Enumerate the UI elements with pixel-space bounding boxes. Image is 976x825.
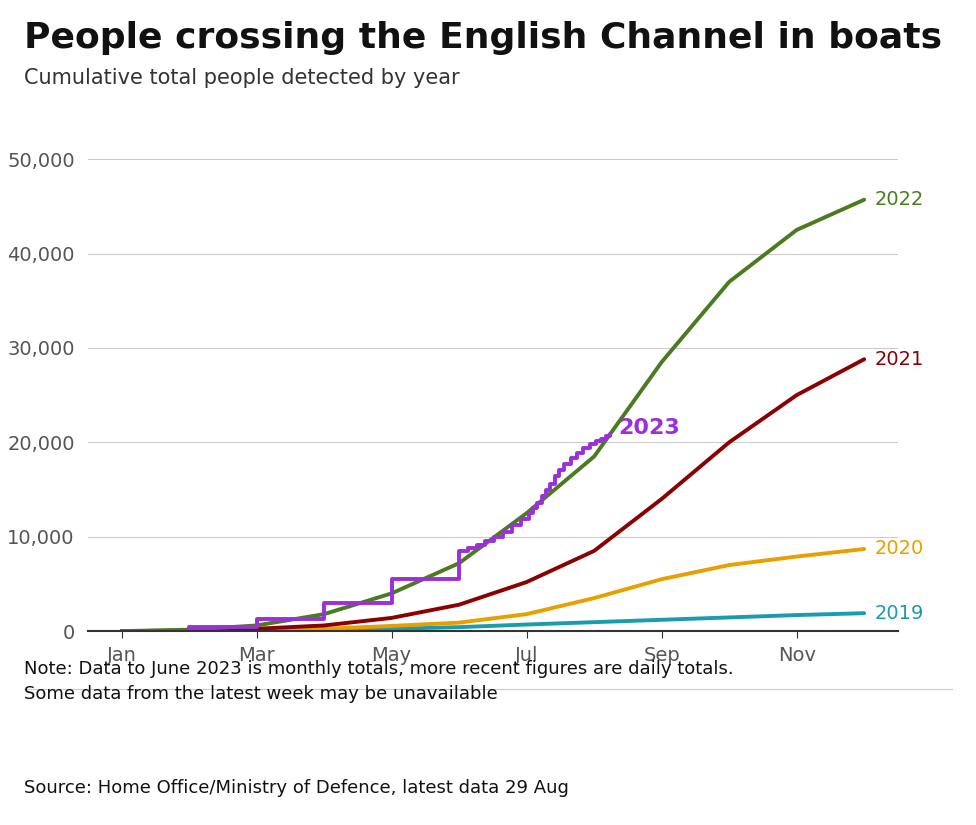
Text: 2023: 2023 [618,418,679,438]
Text: Note: Data to June 2023 is monthly totals, more recent figures are daily totals.: Note: Data to June 2023 is monthly total… [24,660,734,703]
Text: Source: Home Office/Ministry of Defence, latest data 29 Aug: Source: Home Office/Ministry of Defence,… [24,779,569,797]
Text: 2020: 2020 [874,540,923,559]
Text: Cumulative total people detected by year: Cumulative total people detected by year [24,68,460,87]
Text: People crossing the English Channel in boats: People crossing the English Channel in b… [24,21,943,54]
Text: 2021: 2021 [874,350,923,369]
Text: BBC: BBC [861,780,920,804]
Text: 2019: 2019 [874,604,923,623]
Text: 2022: 2022 [874,191,923,210]
